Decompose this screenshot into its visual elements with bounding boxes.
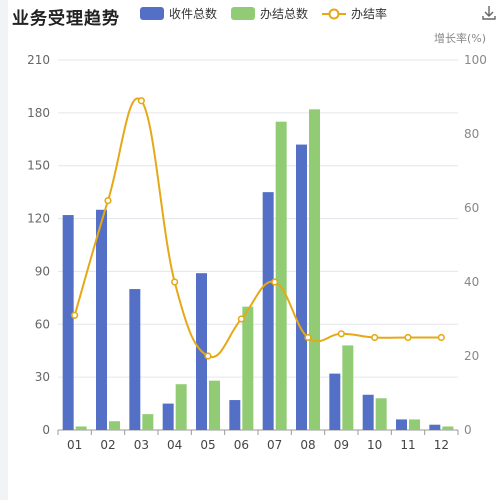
x-tick-label: 01 [67, 438, 82, 452]
y-left-tick-label: 210 [27, 53, 50, 67]
rate-point [437, 333, 445, 342]
legend-swatch-rate [322, 7, 347, 21]
bar-completed [409, 419, 420, 430]
bar-completed [142, 414, 154, 430]
x-tick-label: 11 [400, 438, 415, 452]
rate-point [104, 197, 112, 205]
rate-point [137, 97, 145, 105]
bar-completed [442, 426, 454, 430]
y-left-tick-label: 150 [27, 159, 50, 173]
bar-received [362, 394, 374, 430]
legend-label-rate: 办结率 [351, 7, 388, 21]
x-tick-label: 02 [100, 438, 115, 452]
bar-received [62, 215, 74, 430]
bar-received [262, 192, 274, 430]
rate-point [71, 311, 79, 319]
bar-received [129, 289, 141, 430]
legend-item-received[interactable]: 收件总数 [140, 5, 217, 22]
bar-received [429, 424, 441, 430]
rate-point [171, 278, 179, 286]
x-tick-label: 09 [334, 438, 349, 452]
y-right-tick-label: 0 [464, 423, 472, 437]
x-tick-label: 04 [167, 438, 182, 452]
x-tick-label: 05 [200, 438, 215, 452]
rate-point [404, 333, 412, 342]
y-right-tick-label: 60 [464, 201, 479, 215]
legend-swatch-received [140, 7, 164, 20]
bar-completed [175, 384, 187, 430]
x-tick-label: 12 [434, 438, 449, 452]
y-right-tick-label: 80 [464, 127, 479, 141]
bar-completed [309, 109, 320, 430]
bar-completed [342, 345, 354, 430]
bar-received [162, 403, 174, 430]
y-left-tick-label: 0 [42, 423, 50, 437]
bar-received [96, 209, 107, 430]
legend-swatch-completed [231, 7, 256, 20]
y-right-axis-label: 增长率(%) [434, 31, 486, 45]
rate-point [304, 333, 312, 342]
legend-label-received: 收件总数 [169, 7, 218, 21]
legend-label-completed: 办结总数 [260, 7, 309, 21]
x-tick-label: 10 [367, 438, 382, 452]
bar-completed [209, 380, 220, 430]
x-tick-label: 08 [300, 438, 315, 452]
bar-completed [109, 421, 120, 430]
y-left-tick-label: 180 [27, 106, 50, 120]
rate-point [371, 333, 379, 342]
rate-point [237, 315, 245, 323]
download-icon[interactable] [480, 4, 498, 22]
bar-completed [375, 398, 387, 430]
chart-title: 业务受理趋势 [12, 9, 120, 29]
bar-received [229, 400, 241, 430]
bar-received [329, 373, 341, 430]
y-right-tick-label: 100 [464, 53, 487, 67]
bar-received [296, 144, 307, 431]
x-tick-label: 07 [267, 438, 282, 452]
y-left-tick-label: 30 [35, 370, 50, 384]
rate-point [204, 352, 212, 360]
y-right-tick-label: 40 [464, 275, 479, 289]
x-tick-label: 03 [134, 438, 149, 452]
legend-item-completed[interactable]: 办结总数 [231, 5, 308, 22]
left-strip [0, 0, 8, 500]
bar-received [396, 419, 407, 430]
bar-completed [75, 426, 87, 430]
y-right-tick-label: 20 [464, 349, 479, 363]
x-tick-label: 06 [234, 438, 249, 452]
y-left-tick-label: 60 [35, 317, 50, 331]
bar-completed [242, 306, 254, 430]
bar-completed [275, 121, 287, 431]
legend-item-rate[interactable]: 办结率 [322, 5, 387, 22]
y-left-tick-label: 120 [27, 212, 50, 226]
rate-point [337, 330, 345, 338]
rate-point [271, 278, 279, 286]
y-left-tick-label: 90 [35, 264, 50, 278]
legend: 收件总数 办结总数 办结率 [140, 5, 401, 22]
